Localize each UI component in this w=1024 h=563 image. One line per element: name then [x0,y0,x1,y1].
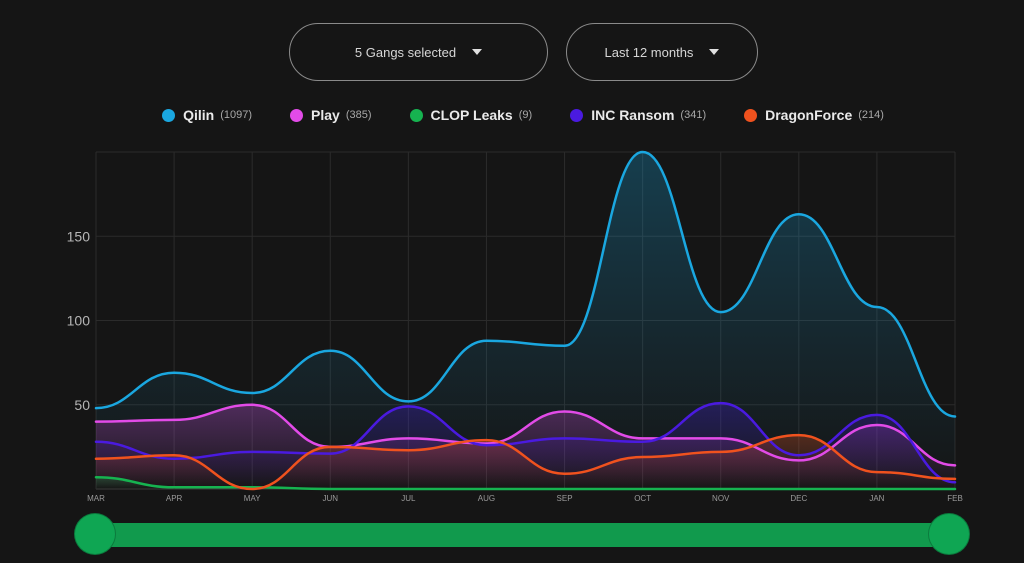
legend-name: DragonForce [765,107,853,123]
slider-end-handle[interactable] [929,514,969,554]
line-chart: 50 100 150 MAR APR MAY JUN JUL AUG SEP OCT NOV DEC J… [67,150,963,503]
legend-count: (1097) [220,109,252,121]
legend-count: (341) [680,109,707,121]
legend-item-dragonforce[interactable]: DragonForce (214) [744,107,884,123]
x-tick-label: JUL [401,494,416,503]
slider-start-handle[interactable] [75,514,115,554]
period-select-label: Last 12 months [604,44,694,60]
series-line-inc-ransom [94,401,957,484]
caret-down-icon [709,49,720,55]
legend-dot-icon [570,108,584,122]
y-tick-label: 50 [74,397,90,413]
legend-item-clop-leaks[interactable]: CLOP Leaks (9) [409,107,533,123]
legend-dot-icon [162,108,176,122]
slider-track[interactable] [95,523,949,547]
legend-dot-icon [290,108,303,122]
legend-item-qilin[interactable]: Qilin (1097) [162,107,252,123]
time-range-slider[interactable] [75,514,969,556]
series-line-qilin [94,150,957,418]
x-tick-label: JUN [322,494,338,503]
y-axis-ticks: 50 100 150 [67,228,91,413]
x-tick-label: OCT [634,494,651,503]
chart-area-fills [96,152,955,489]
x-axis-ticks: MAR APR MAY JUN JUL AUG SEP OCT NOV DEC JAN FEB [87,494,963,503]
legend-count: (9) [518,109,533,121]
x-tick-label: NOV [712,494,730,503]
x-tick-label: DEC [790,494,807,503]
legend-count: (385) [345,109,372,121]
x-tick-label: FEB [947,494,963,503]
filter-bar: 5 Gangs selected Last 12 months [0,23,1024,83]
series-line-dragonforce [94,433,957,491]
x-tick-label: SEP [557,494,573,503]
chart-series-lines [94,150,957,491]
gang-select-dropdown[interactable]: 5 Gangs selected [289,23,548,81]
chart-legend: Qilin (1097) Play (385) CLOP Leaks (9) I… [0,104,1024,126]
y-tick-label: 150 [67,228,91,244]
series-area-qilin [96,152,955,489]
x-tick-label: MAR [87,494,105,503]
x-tick-label: MAY [244,494,261,503]
caret-down-icon [472,49,483,55]
y-tick-label: 100 [67,313,91,329]
legend-item-play[interactable]: Play (385) [290,107,372,123]
series-area-dragonforce [96,435,955,489]
legend-dot-icon [744,108,758,122]
legend-name: Play [311,107,340,123]
legend-item-inc-ransom[interactable]: INC Ransom (341) [570,107,706,123]
legend-name: Qilin [183,107,215,123]
period-select-dropdown[interactable]: Last 12 months [566,23,758,81]
legend-dot-icon [409,108,423,122]
x-tick-label: AUG [478,494,495,503]
legend-count: (214) [858,109,884,121]
legend-name: INC Ransom [591,107,675,123]
legend-name: CLOP Leaks [430,107,513,123]
x-tick-label: APR [166,494,183,503]
gang-select-label: 5 Gangs selected [354,44,457,60]
series-line-play [94,403,957,467]
x-tick-label: JAN [869,494,884,503]
